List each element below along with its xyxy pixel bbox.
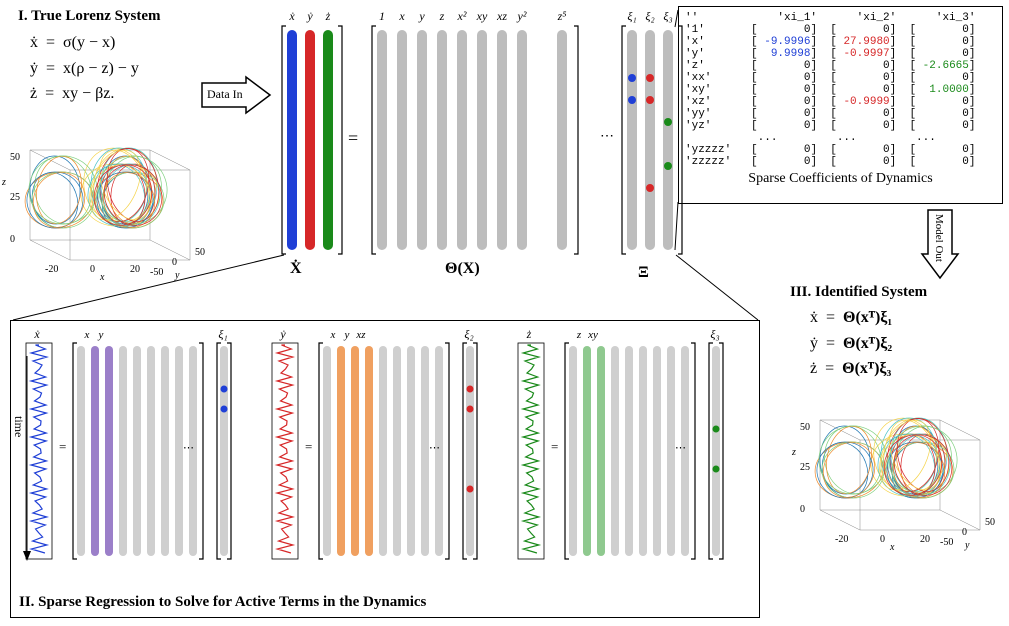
time-arrow: [15, 351, 33, 571]
svg-text:x: x: [84, 329, 90, 341]
lorenz-attractor-identified: 50 25 0 z -20 0 20 x 50 0 -50 y: [790, 400, 1000, 550]
III-eq1-lhs: ẋ: [810, 309, 818, 326]
svg-text:=: =: [59, 439, 66, 454]
section-III-title: III. Identified System: [790, 284, 927, 300]
svg-text:50: 50: [985, 517, 995, 528]
model-out-label: Model Out: [933, 214, 945, 262]
svg-text:⋯: ⋯: [675, 442, 686, 454]
svg-text:xy: xy: [587, 329, 598, 341]
svg-text:0: 0: [962, 527, 967, 538]
III-eq3-rhs: Θ(xᵀ)ξ₃: [842, 360, 891, 377]
section-II-panel: ẋ=xy ⋯ξ₁ ẏ=xyxz ⋯ξ₂ ż=zxy ⋯ξ₃ II. Sparse…: [10, 320, 760, 618]
svg-text:⋯: ⋯: [429, 442, 440, 454]
svg-text:25: 25: [800, 462, 810, 473]
svg-text:x: x: [330, 329, 336, 341]
svg-text:ẋ: ẋ: [33, 327, 40, 341]
svg-text:=: =: [551, 439, 558, 454]
model-out-arrow: Model Out: [920, 208, 960, 285]
regression-block: ż = zxy ⋯ ξ₃: [511, 327, 751, 587]
svg-text:-20: -20: [835, 534, 848, 545]
svg-text:=: =: [305, 439, 312, 454]
time-label: time: [11, 416, 26, 437]
section-III: III. Identified System ẋ = Θ(xᵀ)ξ₁ ẏ = Θ…: [790, 284, 1005, 382]
III-eq3-lhs: ż: [810, 360, 817, 377]
svg-text:50: 50: [800, 422, 810, 433]
svg-text:-50: -50: [940, 537, 953, 548]
III-eq2-lhs: ẏ: [810, 335, 818, 352]
III-eq1-rhs: Θ(xᵀ)ξ₁: [843, 309, 892, 326]
regression-blocks: ẋ=xy ⋯ξ₁ ẏ=xyxz ⋯ξ₂ ż=zxy ⋯ξ₃: [19, 327, 751, 587]
svg-text:0: 0: [800, 504, 805, 515]
regression-block: ẋ = xy ⋯ ξ₁: [19, 327, 259, 587]
svg-text:y: y: [98, 329, 104, 341]
svg-text:⋯: ⋯: [183, 442, 194, 454]
III-eq2-rhs: Θ(xᵀ)ξ₂: [843, 335, 892, 352]
svg-text:0: 0: [880, 534, 885, 545]
svg-text:ξ₁: ξ₁: [218, 327, 227, 341]
svg-text:y: y: [344, 329, 350, 341]
svg-text:ξ₃: ξ₃: [710, 327, 719, 341]
svg-text:z: z: [791, 447, 796, 458]
svg-text:y: y: [964, 540, 970, 551]
svg-text:ż: ż: [526, 327, 532, 341]
svg-text:xz: xz: [355, 329, 366, 341]
svg-text:x: x: [889, 542, 895, 553]
attractor-svg-identified: 50 25 0 z -20 0 20 x 50 0 -50 y: [790, 400, 1000, 550]
regression-block: ẏ = xyxz ⋯ ξ₂: [265, 327, 505, 587]
svg-text:ẏ: ẏ: [279, 327, 286, 341]
svg-text:ξ₂: ξ₂: [464, 327, 473, 341]
svg-text:20: 20: [920, 534, 930, 545]
section-II-title: II. Sparse Regression to Solve for Activ…: [19, 594, 426, 610]
svg-text:z: z: [576, 329, 582, 341]
